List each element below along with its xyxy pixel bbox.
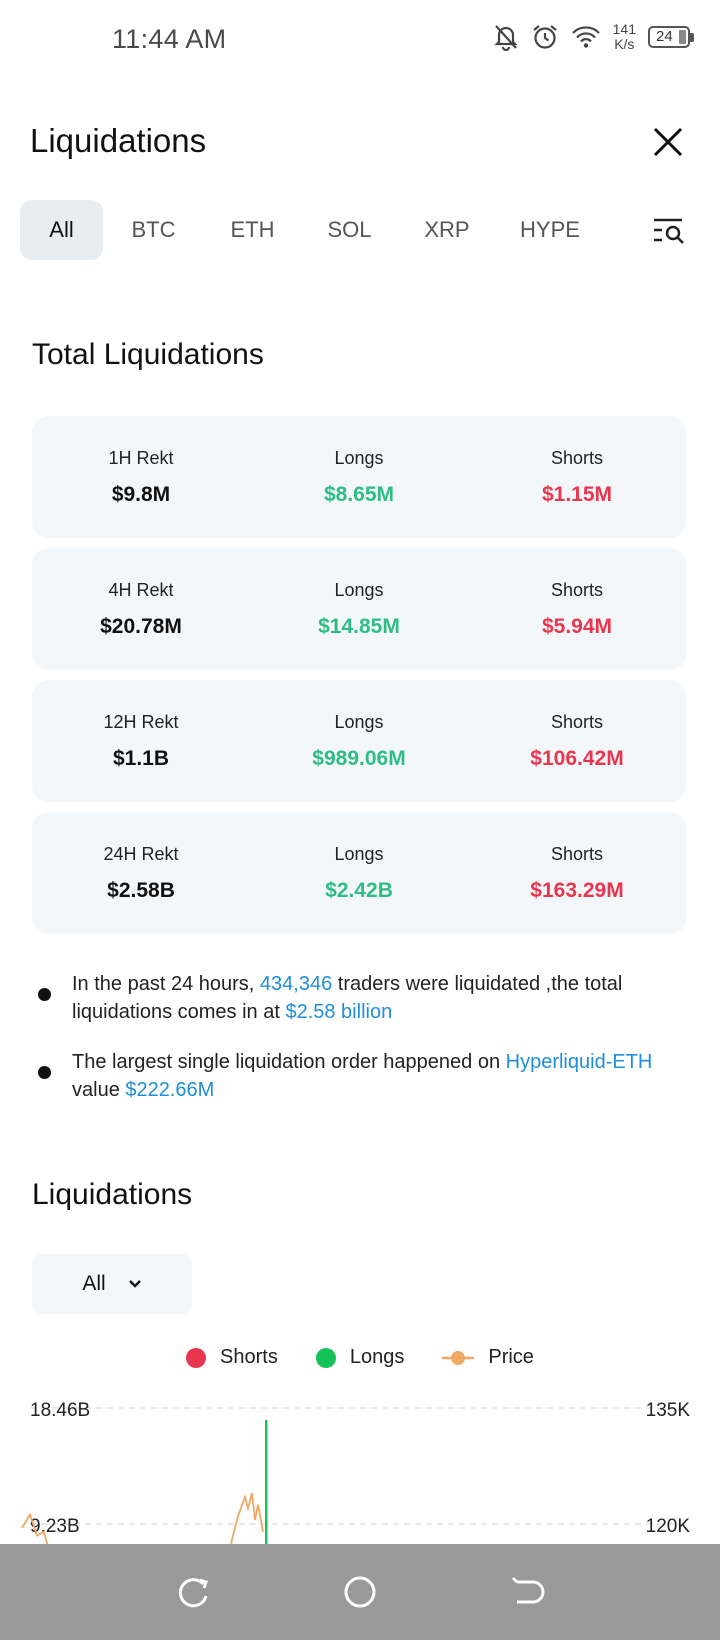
select-value: All (82, 1272, 106, 1295)
liquidation-stats: 1H Rekt $9.8M Longs $8.65M Shorts $1.15M 4H… (32, 416, 686, 944)
stat-card-12h: 12H Rekt $1.1B Longs $989.06M Shorts $106.4… (32, 680, 686, 802)
tab-hype[interactable]: HYPE (520, 217, 580, 242)
shorts-label: Shorts (550, 447, 604, 468)
longs-value: $14.85M (318, 614, 400, 638)
left-axis-tick: 9.23B (30, 1516, 80, 1537)
period-label: 12H Rekt (103, 711, 179, 732)
price-series-line-2 (230, 1492, 264, 1544)
summary-text: In the past 24 hours, 434,346 traders we… (72, 970, 698, 1026)
liquidations-chart: 18.46B 9.23B 135K 120K (21, 1400, 691, 1544)
legend-price-label: Price (488, 1346, 534, 1368)
legend-price[interactable]: Price (442, 1346, 534, 1369)
status-bar: 11:44 AM 141 K/s 24 (0, 0, 720, 82)
traders-count-link[interactable]: 434,346 (259, 973, 333, 995)
legend-shorts-label: Shorts (220, 1346, 278, 1368)
wifi-icon (571, 26, 600, 48)
battery-level: 24 (656, 28, 673, 45)
longs-dot-icon (315, 1347, 336, 1368)
shorts-label: Shorts (550, 843, 604, 864)
longs-label: Longs (334, 579, 384, 600)
total-value: $1.1B (112, 746, 170, 770)
total-value: $20.78M (100, 614, 182, 638)
total-amount-link[interactable]: $2.58 billion (285, 1001, 393, 1023)
tab-eth[interactable]: ETH (230, 217, 275, 242)
summary-item-traders: In the past 24 hours, 434,346 traders we… (38, 970, 698, 1026)
left-axis-tick: 18.46B (30, 1400, 90, 1421)
summary-list: In the past 24 hours, 434,346 traders we… (38, 970, 698, 1126)
network-speed-unit: K/s (614, 36, 635, 52)
bullet-dot (38, 988, 51, 1001)
shorts-value: $163.29M (530, 878, 624, 902)
liquidations-chart-title: Liquidations (32, 1178, 193, 1211)
longs-label: Longs (334, 447, 384, 468)
stat-card-4h: 4H Rekt $20.78M Longs $14.85M Shorts $5.94M (32, 548, 686, 670)
shorts-value: $106.42M (530, 746, 624, 770)
recent-apps-icon[interactable] (173, 1572, 213, 1612)
network-speed-value: 141 (612, 21, 636, 37)
back-icon[interactable] (507, 1572, 547, 1612)
summary-text: The largest single liquidation order hap… (72, 1048, 652, 1104)
period-label: 24H Rekt (103, 843, 179, 864)
total-liquidations-title: Total Liquidations (32, 338, 264, 371)
longs-label: Longs (334, 843, 384, 864)
summary-text-mid: traders were liquidated ,the total liqui… (72, 973, 623, 1023)
summary-item-largest: The largest single liquidation order hap… (38, 1048, 698, 1104)
price-series-line-1 (21, 1512, 49, 1544)
chart-legend: Shorts Longs Price (0, 1346, 720, 1369)
page-title: Liquidations (30, 122, 207, 159)
largest-value-link[interactable]: $222.66M (125, 1079, 215, 1101)
tab-all[interactable]: All (20, 200, 103, 260)
exchange-link[interactable]: Hyperliquid-ETH (505, 1051, 653, 1073)
coin-tabs: All BTC ETH SOL XRP HYPE (20, 200, 604, 260)
tab-xrp[interactable]: XRP (424, 217, 470, 242)
chevron-down-icon (128, 1280, 141, 1288)
summary-text-mid: value (72, 1079, 126, 1101)
filter-search-icon[interactable] (652, 216, 686, 244)
home-icon[interactable] (340, 1572, 380, 1612)
stat-card-1h: 1H Rekt $9.8M Longs $8.65M Shorts $1.15M (32, 416, 686, 538)
close-icon[interactable] (650, 124, 686, 160)
right-axis-tick: 135K (646, 1400, 691, 1421)
longs-bar (265, 1420, 268, 1544)
period-label: 4H Rekt (108, 579, 174, 600)
summary-text-pre: In the past 24 hours, (72, 973, 260, 995)
total-value: $2.58B (107, 878, 175, 902)
shorts-value: $1.15M (541, 482, 613, 506)
tab-btc[interactable]: BTC (131, 217, 176, 242)
battery-icon: 24 (648, 26, 694, 48)
legend-longs[interactable]: Longs (315, 1346, 405, 1369)
coin-select-dropdown[interactable]: All (32, 1254, 192, 1314)
tab-sol[interactable]: SOL (327, 217, 372, 242)
bullet-dot (38, 1066, 51, 1079)
period-label: 1H Rekt (108, 447, 174, 468)
longs-value: $989.06M (312, 746, 406, 770)
longs-value: $2.42B (325, 878, 393, 902)
status-icons: 141 K/s 24 (493, 22, 694, 52)
legend-longs-label: Longs (349, 1346, 405, 1368)
longs-value: $8.65M (323, 482, 395, 506)
shorts-label: Shorts (550, 579, 604, 600)
summary-text-pre: The largest single liquidation order hap… (72, 1051, 506, 1073)
total-value: $9.8M (111, 482, 171, 506)
longs-label: Longs (334, 711, 384, 732)
status-time: 11:44 AM (112, 24, 227, 54)
system-nav-bar (0, 1544, 720, 1640)
right-axis-tick: 120K (646, 1516, 691, 1537)
shorts-dot-icon (186, 1347, 207, 1368)
alarm-icon (532, 25, 557, 49)
network-speed: 141 K/s (613, 22, 636, 52)
notifications-off-icon (493, 25, 518, 51)
shorts-label: Shorts (550, 711, 604, 732)
legend-shorts[interactable]: Shorts (186, 1346, 278, 1369)
price-line-icon (442, 1350, 475, 1365)
stat-card-24h: 24H Rekt $2.58B Longs $2.42B Shorts $163.29… (32, 812, 686, 934)
shorts-value: $5.94M (541, 614, 613, 638)
